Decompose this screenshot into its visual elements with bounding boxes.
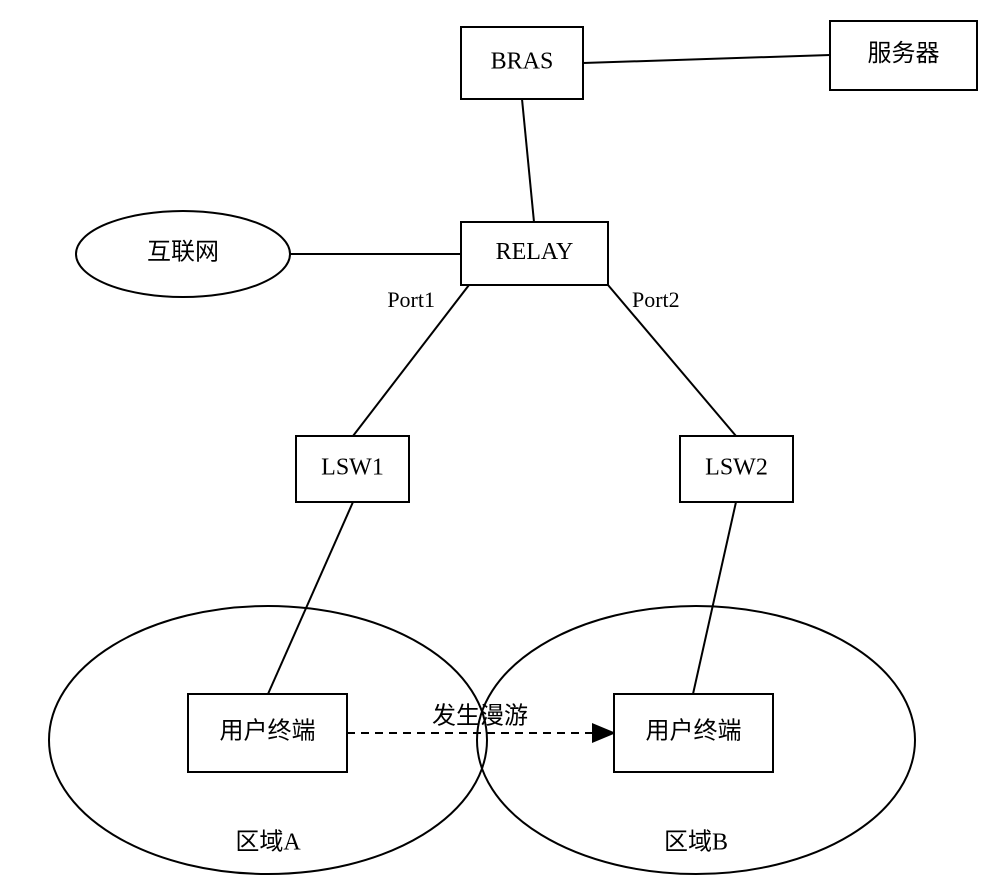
lsw1-label: LSW1 [321, 455, 384, 481]
ut_a-label: 用户终端 [220, 718, 316, 745]
zones-layer: 区域A 区域B [49, 606, 915, 874]
server-label: 服务器 [868, 40, 940, 67]
edge-bras-relay [522, 99, 534, 222]
edge-lsw1-ut_a [268, 502, 353, 694]
relay-label: RELAY [496, 239, 574, 265]
bras-label: BRAS [491, 49, 554, 75]
internet-label: 互联网 [147, 239, 219, 266]
roaming-label: 发生漫游 [432, 703, 528, 730]
edge-lsw2-ut_b [693, 502, 736, 694]
port-label-port1: Port1 [387, 287, 435, 312]
edges-layer [268, 55, 830, 694]
ut_b-label: 用户终端 [646, 718, 742, 745]
edge-bras-server [583, 55, 830, 63]
roaming-layer: 发生漫游 [347, 703, 614, 734]
zone_b-label: 区域B [664, 829, 728, 856]
port-label-port2: Port2 [632, 287, 680, 312]
zone_a-label: 区域A [235, 829, 301, 856]
port-labels-layer: Port1 Port2 [387, 287, 679, 312]
nodes-layer: BRAS 服务器 RELAY 互联网 LSW1 LSW2 用户终端 用户终端 [76, 21, 977, 772]
lsw2-label: LSW2 [705, 455, 768, 481]
